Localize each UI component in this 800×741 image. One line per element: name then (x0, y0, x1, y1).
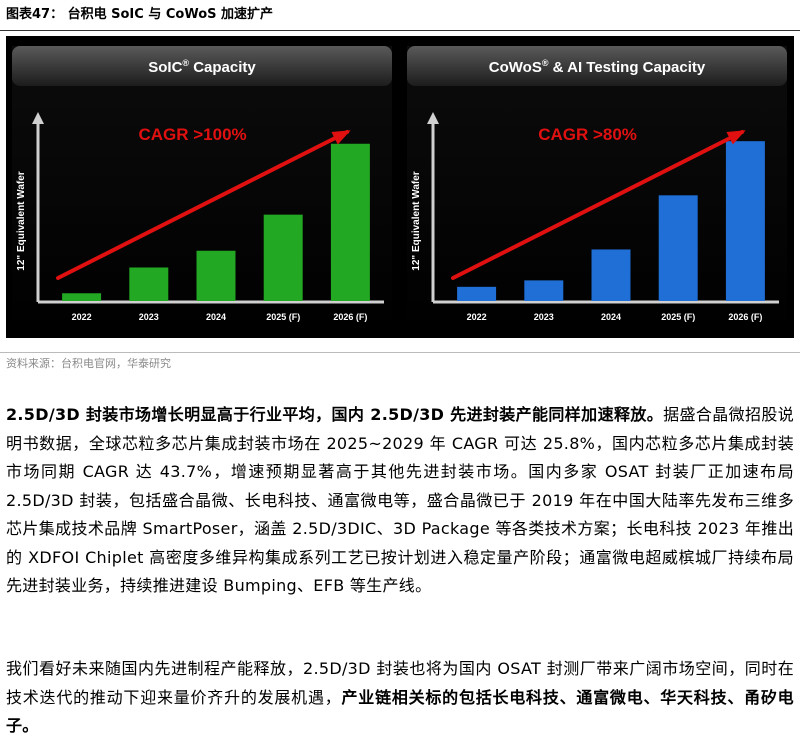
chart-1-trend-arrowhead (331, 130, 351, 145)
chart-1-bar-1 (62, 293, 102, 301)
chart-1-bar-5 (330, 143, 370, 301)
paragraph-2-body: 我们看好未来随国内先进制程产能释放，2.5D/3D 封装也将为国内 OSAT 封… (6, 659, 794, 707)
chart-2-tick-5: 2026 (F) (728, 312, 762, 322)
chart-2-bar-5 (725, 141, 765, 301)
chart-2-y-axis-arrow (427, 112, 439, 124)
chart-figure: SoIC® Capacity 12" Equivalent Wafer 2022 20… (6, 36, 794, 338)
paragraph-1: 2.5D/3D 封装市场增长明显高于行业平均，国内 2.5D/3D 先进封装产能… (6, 401, 794, 601)
chart-1-title: SoIC® Capacity (148, 58, 256, 76)
chart-1-title-bar (12, 46, 392, 86)
figure-source: 资料来源：台积电官网，华泰研究 (6, 357, 171, 370)
chart-1-tick-2: 2023 (139, 312, 159, 322)
chart-2-title-bar (407, 46, 787, 86)
chart-1-tick-4: 2025 (F) (266, 312, 300, 322)
chart-2-title-main: CoWoS (489, 59, 542, 76)
paragraph-2-conclusion: 产业链相关标的包括长电科技、通富微电、华天科技、甬矽电子。 (6, 687, 794, 736)
chart-2-trend-arrowhead (726, 130, 746, 145)
paragraph-1-body: 据盛合晶微招股说明书数据，全球芯粒多芯片集成封装市场在 2025~2029 年 … (6, 405, 795, 595)
paragraph-2: 我们看好未来随国内先进制程产能释放，2.5D/3D 封装也将为国内 OSAT 封… (6, 655, 794, 741)
paragraph-1-lead: 2.5D/3D 封装市场增长明显高于行业平均，国内 2.5D/3D 先进封装产能… (6, 405, 664, 424)
chart-2-cagr-label: CAGR >80% (538, 125, 637, 144)
chart-1-y-axis-arrow (32, 112, 44, 124)
chart-2-title-suffix: & AI Testing Capacity (549, 59, 706, 76)
chart-2-tick-4: 2025 (F) (661, 312, 695, 322)
chart-2-tick-2: 2023 (534, 312, 554, 322)
chart-2-tick-1: 2022 (467, 312, 487, 322)
chart-2-ylabel: 12" Equivalent Wafer (411, 171, 422, 271)
chart-1-bar-4 (263, 214, 303, 301)
figure-title: 图表47： 台积电 SoIC 与 CoWoS 加速扩产 (6, 7, 274, 22)
chart-1-trend-line (56, 130, 350, 280)
chart-1-ylabel: 12" Equivalent Wafer (16, 171, 27, 271)
chart-2-bar-4 (658, 195, 698, 301)
chart-2-title: CoWoS® & AI Testing Capacity (489, 58, 706, 76)
chart-1-tick-5: 2026 (F) (333, 312, 367, 322)
chart-1-cagr-label: CAGR >100% (138, 125, 246, 144)
chart-1-bar-3 (196, 250, 236, 301)
chart-2-bar-3 (591, 249, 631, 301)
chart-1-title-main: SoIC (148, 59, 182, 76)
chart-2-tick-3: 2024 (601, 312, 621, 322)
chart-1-title-suffix: Capacity (189, 59, 256, 76)
chart-2-title-mark: ® (542, 58, 549, 68)
chart-1-tick-3: 2024 (206, 312, 226, 322)
chart-1-tick-1: 2022 (72, 312, 92, 322)
chart-1-title-mark: ® (182, 58, 189, 68)
title-rule (0, 30, 800, 31)
source-rule (0, 352, 800, 353)
chart-2-bar-1 (457, 286, 497, 301)
chart-2-bar-2 (524, 280, 564, 301)
chart-1-bar-2 (129, 267, 169, 301)
chart-2-trend-line (451, 130, 745, 280)
